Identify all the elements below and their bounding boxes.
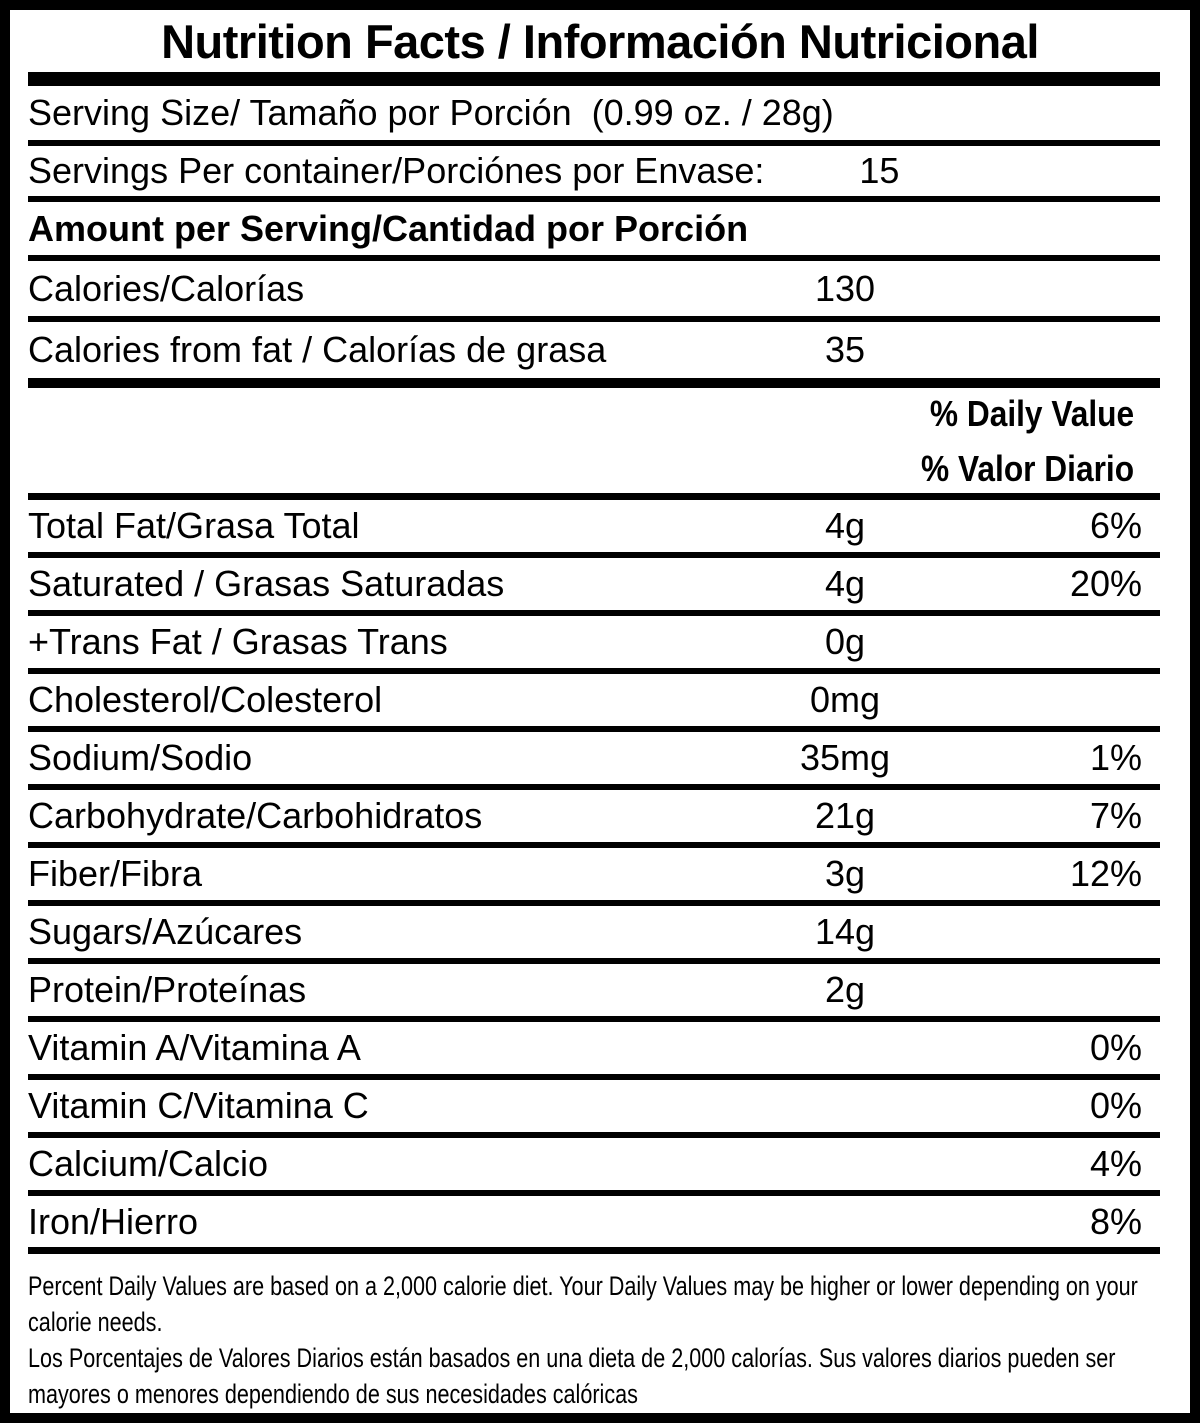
nutrient-value: 2g <box>824 969 866 1010</box>
nutrient-row-sodium: Sodium/Sodio 35mg 1% <box>28 732 1160 790</box>
label-title: Nutrition Facts / Información Nutriciona… <box>161 14 1039 68</box>
nutrient-row-vitamin-c: Vitamin C/Vitamina C 0% <box>28 1080 1160 1138</box>
amount-per-serving-label: Amount per Serving/Cantidad por Porción <box>28 207 749 249</box>
nutrient-row-protein: Protein/Proteínas 2g <box>28 964 1160 1022</box>
nutrient-row-calcium: Calcium/Calcio 4% <box>28 1138 1160 1196</box>
nutrient-row-total-fat: Total Fat/Grasa Total 4g 6% <box>28 500 1160 558</box>
nutrient-row-cholesterol: Cholesterol/Colesterol 0mg <box>28 674 1160 732</box>
daily-value-header-es: % Valor Diario <box>920 447 1134 489</box>
nutrient-label: Vitamin A/Vitamina A <box>28 1027 361 1068</box>
nutrient-pct: 1% <box>1089 737 1142 778</box>
serving-size-row: Serving Size/ Tamaño por Porción (0.99 o… <box>28 86 1160 146</box>
nutrient-value: 0mg <box>809 679 881 720</box>
nutrient-pct: 0% <box>1089 1027 1142 1068</box>
nutrient-value: 0g <box>824 621 866 662</box>
amount-per-serving-row: Amount per Serving/Cantidad por Porción <box>28 202 1160 261</box>
nutrient-pct: 0% <box>1089 1085 1142 1126</box>
nutrient-pct: 4% <box>1089 1143 1142 1184</box>
nutrient-pct: 12% <box>1069 853 1142 894</box>
nutrient-pct: 8% <box>1089 1200 1142 1242</box>
calories-label: Calories/Calorías <box>28 267 305 309</box>
nutrient-row-sugars: Sugars/Azúcares 14g <box>28 906 1160 964</box>
nutrient-pct: 7% <box>1089 795 1142 836</box>
nutrient-row-trans-fat: +Trans Fat / Grasas Trans 0g <box>28 616 1160 674</box>
nutrient-label: Saturated / Grasas Saturadas <box>28 563 505 604</box>
calories-from-fat-label: Calories from fat / Calorías de grasa <box>28 329 607 370</box>
calories-from-fat-value: 35 <box>824 329 866 370</box>
nutrient-value: 4g <box>824 505 866 546</box>
nutrient-row-fiber: Fiber/Fibra 3g 12% <box>28 848 1160 906</box>
calories-row: Calories/Calorías 130 <box>28 261 1160 322</box>
daily-value-header: % Daily Value % Valor Diario <box>28 388 1160 500</box>
label-header: Nutrition Facts / Información Nutriciona… <box>10 10 1190 72</box>
nutrient-label: Sodium/Sodio <box>28 737 253 778</box>
footnote: Percent Daily Values are based on a 2,00… <box>28 1254 1190 1412</box>
nutrient-row-saturated-fat: Saturated / Grasas Saturadas 4g 20% <box>28 558 1160 616</box>
nutrient-row-iron: Iron/Hierro 8% <box>28 1196 1160 1254</box>
nutrient-row-carbohydrate: Carbohydrate/Carbohidratos 21g 7% <box>28 790 1160 848</box>
calories-value: 130 <box>814 267 876 309</box>
serving-size-label: Serving Size/ Tamaño por Porción (0.99 o… <box>28 92 834 133</box>
nutrient-value: 4g <box>824 563 866 604</box>
servings-per-container-label: Servings Per container/Porciónes por Env… <box>28 150 765 191</box>
nutrient-pct: 20% <box>1069 563 1142 604</box>
nutrient-label: Calcium/Calcio <box>28 1143 269 1184</box>
nutrient-label: Total Fat/Grasa Total <box>28 505 360 546</box>
footnote-spanish: Los Porcentajes de Valores Diarios están… <box>28 1343 1116 1409</box>
nutrient-value: 14g <box>814 911 876 952</box>
servings-per-container-row: Servings Per container/Porciónes por Env… <box>28 146 1160 202</box>
nutrient-label: Protein/Proteínas <box>28 969 307 1010</box>
footnote-english: Percent Daily Values are based on a 2,00… <box>28 1271 1138 1337</box>
nutrient-label: Iron/Hierro <box>28 1200 199 1242</box>
nutrient-value: 3g <box>824 853 866 894</box>
nutrient-label: Cholesterol/Colesterol <box>28 679 383 720</box>
daily-value-header-en: % Daily Value <box>929 392 1134 434</box>
nutrient-label: Vitamin C/Vitamina C <box>28 1085 369 1126</box>
nutrient-pct: 6% <box>1089 505 1142 546</box>
nutrient-label: +Trans Fat / Grasas Trans <box>28 621 448 662</box>
calories-from-fat-row: Calories from fat / Calorías de grasa 35 <box>28 322 1160 388</box>
nutrient-value: 35mg <box>799 737 891 778</box>
nutrition-table: Serving Size/ Tamaño por Porción (0.99 o… <box>28 86 1160 1254</box>
nutrient-label: Sugars/Azúcares <box>28 911 303 952</box>
title-divider-bar <box>28 72 1160 86</box>
servings-per-container-value: 15 <box>859 150 900 191</box>
nutrient-row-vitamin-a: Vitamin A/Vitamina A 0% <box>28 1022 1160 1080</box>
nutrient-label: Fiber/Fibra <box>28 853 203 894</box>
nutrient-value: 21g <box>814 795 876 836</box>
nutrient-label: Carbohydrate/Carbohidratos <box>28 795 483 836</box>
